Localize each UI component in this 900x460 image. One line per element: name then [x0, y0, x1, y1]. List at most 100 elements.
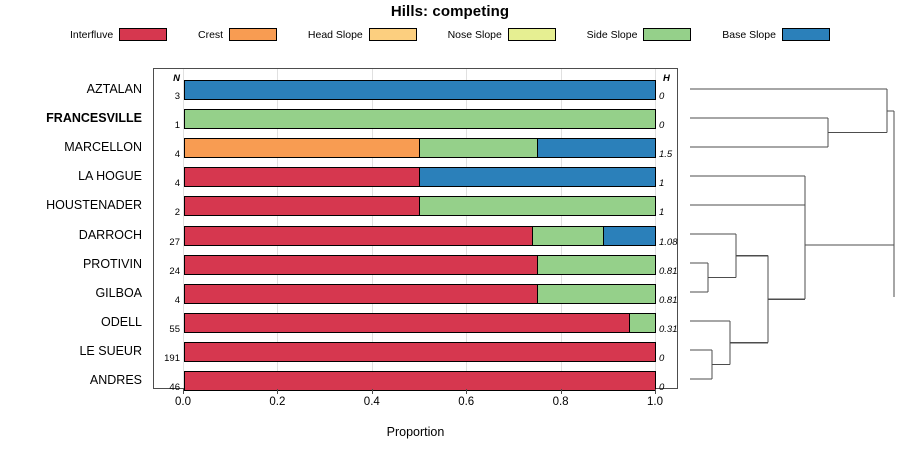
stacked-bar[interactable] — [184, 138, 656, 159]
n-value: 191 — [164, 352, 180, 364]
x-axis-tick-label: 1.0 — [647, 396, 663, 408]
x-axis-title: Proportion — [386, 425, 445, 439]
bar-segment[interactable] — [184, 80, 656, 100]
y-axis-label: LE SUEUR — [79, 343, 142, 358]
bar-segment[interactable] — [184, 109, 656, 130]
x-axis-tick-label: 0.8 — [552, 396, 569, 408]
legend-label: Head Slope — [307, 28, 363, 41]
n-column: N 3 1 4 4 2 27 24 4 55 191 46 — [153, 68, 183, 393]
legend-label: Crest — [198, 28, 224, 41]
h-value: 0 — [659, 382, 665, 393]
bar-segment[interactable] — [184, 312, 631, 333]
y-axis-label: LA HOGUE — [78, 169, 142, 184]
bar-segment[interactable] — [184, 225, 534, 246]
bar-segment[interactable] — [184, 138, 421, 159]
stacked-bar[interactable] — [184, 254, 656, 275]
bar-segment[interactable] — [184, 196, 421, 217]
h-value: 1.5 — [659, 149, 673, 161]
h-value: 1.08 — [659, 236, 678, 248]
h-value: 0 — [659, 352, 665, 364]
n-column-header: N — [173, 73, 180, 84]
n-value: 2 — [174, 207, 180, 219]
bar-segment[interactable] — [419, 138, 539, 159]
n-value: 1 — [174, 120, 180, 132]
bar-segment[interactable] — [628, 312, 656, 333]
legend-item: Interfluve — [70, 28, 168, 41]
legend-swatch — [229, 28, 278, 41]
y-axis-label: GILBOA — [95, 285, 142, 300]
n-value: 4 — [174, 149, 180, 161]
legend: Interfluve Crest Head Slope Nose Slope Side … — [70, 27, 830, 42]
n-value: 3 — [174, 91, 180, 102]
bar-segment[interactable] — [184, 254, 539, 275]
gridline — [183, 69, 184, 388]
legend-label: Base Slope — [722, 28, 776, 41]
x-axis-tick — [655, 389, 656, 394]
x-axis-tick — [466, 389, 468, 394]
bar-segment[interactable] — [184, 371, 656, 391]
h-value: 1 — [659, 207, 665, 219]
legend-item: Base Slope — [722, 28, 830, 41]
h-value: 1 — [659, 178, 665, 190]
n-value: 27 — [169, 236, 180, 248]
x-axis-tick-label: 0.0 — [175, 396, 191, 408]
legend-swatch — [368, 28, 417, 41]
stacked-bar[interactable] — [184, 341, 656, 362]
legend-swatch — [781, 28, 830, 41]
bar-segment[interactable] — [419, 196, 656, 217]
legend-item: Crest — [198, 28, 278, 41]
stacked-bar[interactable] — [184, 312, 656, 333]
h-value: 0.81 — [659, 265, 678, 277]
bar-segment[interactable] — [184, 283, 539, 304]
h-column: H 0 0 1.5 1 1 1.08 0.81 0.81 0.31 0 0 — [655, 68, 681, 393]
stacked-bar[interactable] — [184, 196, 656, 217]
bar-segment[interactable] — [536, 254, 656, 275]
x-axis-tick — [277, 389, 279, 394]
h-value: 0 — [659, 91, 665, 102]
y-axis-label: HOUSTENADER — [46, 198, 142, 213]
y-axis-label: FRANCESVILLE — [46, 111, 142, 126]
stacked-bar[interactable] — [184, 167, 656, 188]
bar-segment[interactable] — [536, 283, 656, 304]
y-axis-label: DARROCH — [78, 227, 142, 242]
h-column-header: H — [663, 73, 670, 84]
x-axis-tick-label: 0.6 — [458, 396, 475, 408]
legend-label: Nose Slope — [447, 28, 502, 41]
stacked-bar[interactable] — [184, 371, 656, 391]
stacked-bar[interactable] — [184, 283, 656, 304]
y-axis-label: ODELL — [101, 314, 142, 329]
bar-segment[interactable] — [419, 167, 656, 188]
n-value: 4 — [174, 294, 180, 306]
n-value: 55 — [169, 323, 180, 335]
x-axis-tick — [560, 389, 562, 394]
legend-swatch — [119, 28, 168, 41]
bar-segment[interactable] — [184, 167, 421, 188]
legend-item: Side Slope — [587, 28, 692, 41]
y-axis-label: PROTIVIN — [82, 256, 142, 271]
bar-segment[interactable] — [184, 341, 656, 362]
y-axis-label: AZTALAN — [86, 82, 142, 96]
legend-swatch — [507, 28, 556, 41]
n-value: 24 — [169, 265, 180, 277]
legend-label: Interfluve — [70, 28, 114, 41]
x-axis: 0.0 0.2 0.4 0.6 0.8 1.0 — [153, 389, 678, 429]
legend-item: Nose Slope — [448, 28, 556, 41]
stacked-bar[interactable] — [184, 80, 656, 100]
h-value: 0 — [659, 120, 665, 132]
n-value: 4 — [174, 178, 180, 190]
bar-segment[interactable] — [532, 225, 605, 246]
bar-segment[interactable] — [536, 138, 656, 159]
h-value: 0.31 — [659, 323, 678, 335]
y-axis-labels: AZTALAN FRANCESVILLE MARCELLON LA HOGUE HOUS… — [0, 68, 148, 389]
x-axis-tick-label: 0.4 — [363, 396, 380, 408]
h-value: 0.81 — [659, 294, 678, 306]
legend-label: Side Slope — [586, 28, 638, 41]
stacked-bar[interactable] — [184, 109, 656, 130]
x-axis-tick — [371, 389, 373, 394]
y-axis-label: ANDRES — [89, 373, 142, 387]
stacked-bar[interactable] — [184, 225, 656, 246]
bar-segment[interactable] — [602, 225, 656, 246]
y-axis-label: MARCELLON — [64, 140, 142, 155]
n-value: 46 — [169, 382, 180, 393]
